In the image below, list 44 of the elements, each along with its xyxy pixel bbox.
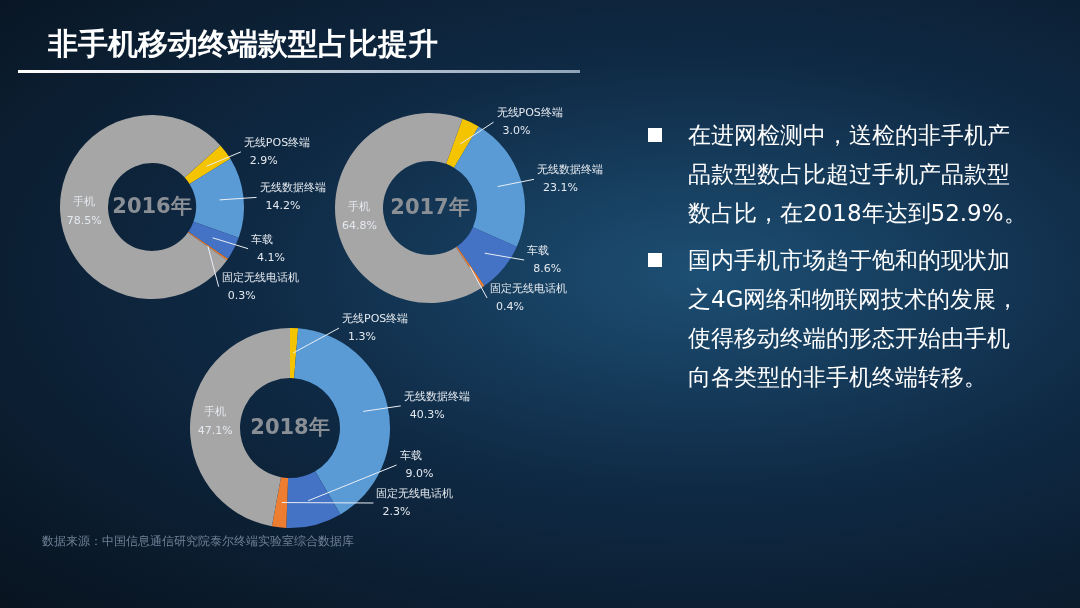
data-label: 40.3%	[409, 407, 445, 421]
slice-label: 车载	[399, 449, 422, 462]
slice-label: 无线POS终端	[496, 106, 563, 120]
data-label: 47.1%	[197, 424, 233, 438]
donut-slice	[290, 328, 299, 379]
text: 2017年	[390, 195, 470, 219]
slice-label: 手机	[348, 200, 371, 214]
data-label: 4.1%	[257, 250, 286, 264]
donut-slice	[446, 118, 479, 168]
donut-slice	[335, 113, 483, 303]
data-label: 23.1%	[543, 181, 578, 195]
donut-slice	[188, 221, 239, 259]
donut-slice	[271, 477, 289, 528]
data-label: 78.5%	[66, 213, 102, 227]
slice-label: 车载	[527, 244, 550, 257]
slice-label: 固定无线电话机	[221, 270, 299, 284]
data-label: 14.2%	[265, 199, 301, 213]
data-label: 64.8%	[342, 219, 377, 233]
slice-label: 无线数据终端	[403, 389, 470, 403]
data-label: 9.0%	[405, 467, 434, 480]
slice-label: 手机	[204, 405, 227, 419]
text: 2018年	[250, 415, 330, 439]
text: 2016年	[112, 194, 192, 218]
slice-label: 车载	[251, 232, 274, 246]
data-label: 0.4%	[496, 300, 525, 313]
slice-label: 固定无线电话机	[376, 487, 454, 500]
slice-label: 手机	[73, 194, 96, 208]
slice-label: 固定无线电话机	[490, 282, 568, 295]
donut-slice	[187, 231, 228, 261]
data-label: 1.3%	[348, 330, 376, 344]
slice-label: 无线数据终端	[259, 181, 326, 195]
text: 国内手机市场趋于饱和的现状加之4G网络和物联网技术的发展，使得移动终端的形态开始由手机向各类型的非手机终端转移。	[688, 247, 1020, 390]
data-label: 2.9%	[249, 153, 278, 167]
chart-title: 非手机移动终端款型占比提升	[48, 25, 438, 63]
donut-slice	[184, 145, 231, 184]
slice-label: 无线数据终端	[537, 163, 604, 177]
source-note: 数据来源：中国信息通信研究院泰尔终端实验室综合数据库	[42, 533, 354, 550]
data-label: 8.6%	[533, 262, 562, 275]
slice-label: 无线POS终端	[342, 312, 409, 326]
data-label: 0.3%	[227, 288, 256, 302]
text: 在进网检测中，送检的非手机产品款型数占比超过手机产品款型数占比，在2018年达到52.9%。	[688, 122, 1027, 226]
slice-label: 无线POS终端	[243, 135, 311, 149]
data-label: 3.0%	[502, 124, 531, 138]
data-label: 2.3%	[382, 505, 411, 518]
